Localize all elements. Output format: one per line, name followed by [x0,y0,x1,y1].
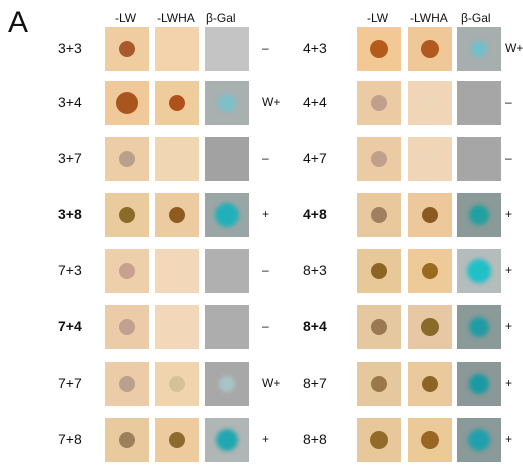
colony-spot [469,374,489,394]
result: + [505,207,512,221]
assay-square [457,137,501,181]
result: W+ [262,376,280,390]
colony-spot [421,431,439,449]
assay-square [205,249,249,293]
result: + [505,263,512,277]
colony-spot [169,95,185,111]
column-header: -LWHA [410,11,448,25]
result: W+ [262,95,280,109]
row-label: 7+7 [58,375,82,391]
result: + [505,319,512,333]
assay-square [155,137,199,181]
colony-spot [422,207,438,223]
colony-spot [371,319,387,335]
column-header: -LW [367,11,388,25]
result: – [262,151,269,165]
colony-spot [422,263,438,279]
row-label: 8+3 [303,262,327,278]
column-header: β-Gal [461,11,491,25]
assay-square [155,305,199,349]
colony-spot [370,40,388,58]
assay-square [155,249,199,293]
colony-spot [219,376,235,392]
colony-spot [371,376,387,392]
colony-spot [119,151,135,167]
row-label: 8+7 [303,375,327,391]
colony-spot [371,263,387,279]
row-label: 3+3 [58,40,82,56]
row-label: 3+7 [58,150,82,166]
colony-spot [119,263,135,279]
result: – [505,151,512,165]
colony-spot [216,429,238,451]
column-header: -LW [115,11,136,25]
assay-square [205,305,249,349]
colony-spot [215,203,239,227]
colony-spot [370,431,388,449]
result: + [505,432,512,446]
colony-spot [421,318,439,336]
colony-spot [119,41,135,57]
colony-spot [371,207,387,223]
colony-spot [119,432,135,448]
colony-spot [371,151,387,167]
row-label: 7+4 [58,318,82,334]
colony-spot [119,376,135,392]
result: W+ [505,41,523,55]
colony-spot [169,432,185,448]
result: + [262,207,269,221]
colony-spot [469,317,489,337]
colony-spot [169,376,185,392]
row-label: 4+8 [303,206,327,222]
figure: A -LW -LWHA β-Gal 3+3 – 3+4 W+ 3+7 – 3+8 +7+3 – 7+4 –… [0,0,523,468]
row-label: 7+8 [58,431,82,447]
result: – [262,41,269,55]
result: – [262,263,269,277]
colony-spot [116,92,138,114]
result: + [505,376,512,390]
colony-spot [371,95,387,111]
result: + [262,432,269,446]
assay-square [205,27,249,71]
row-label: 3+4 [58,94,82,110]
colony-spot [169,207,185,223]
row-label: 8+4 [303,318,327,334]
colony-spot [218,94,236,112]
row-label: 3+8 [58,206,82,222]
colony-spot [468,429,490,451]
row-label: 8+8 [303,431,327,447]
row-label: 7+3 [58,262,82,278]
panel-label: A [8,6,28,40]
colony-spot [469,205,489,225]
result: – [262,319,269,333]
colony-spot [423,152,437,166]
column-header: β-Gal [206,11,236,25]
assay-square [457,81,501,125]
column-header: -LWHA [157,11,195,25]
colony-spot [471,41,487,57]
colony-spot [422,376,438,392]
result: – [505,95,512,109]
assay-square [205,137,249,181]
row-label: 4+7 [303,150,327,166]
colony-spot [423,96,437,110]
row-label: 4+4 [303,94,327,110]
colony-spot [421,40,439,58]
colony-spot [119,319,135,335]
colony-spot [467,259,491,283]
assay-square [155,27,199,71]
colony-spot [119,207,135,223]
row-label: 4+3 [303,40,327,56]
